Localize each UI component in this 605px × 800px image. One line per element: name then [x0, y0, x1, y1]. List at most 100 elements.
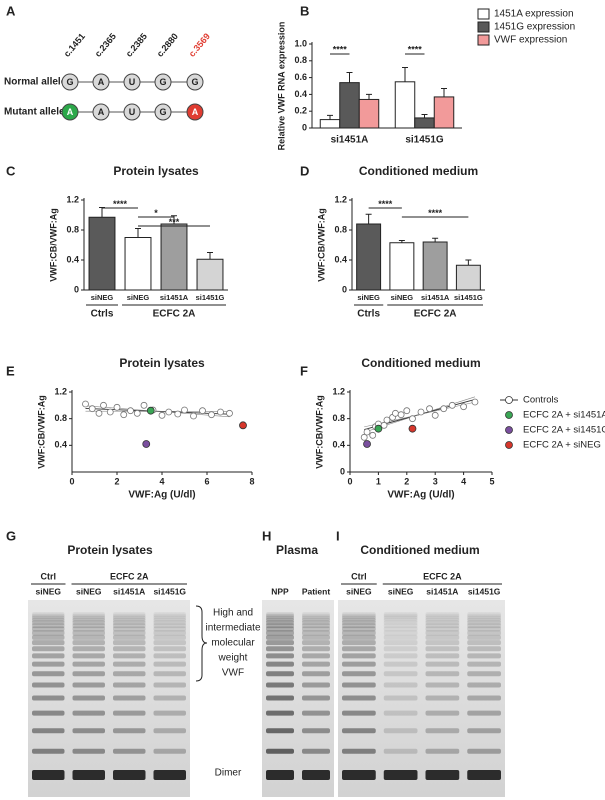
base-label: A — [98, 77, 105, 87]
y-tick-label: 0.8 — [332, 413, 345, 423]
point — [208, 411, 215, 419]
gel-band — [266, 615, 294, 621]
x-tick-label: siNEG — [91, 293, 114, 302]
gel-band — [32, 661, 65, 667]
panel-label: I — [336, 528, 340, 543]
lane-label: siNEG — [388, 586, 414, 596]
gel-band — [425, 770, 460, 780]
gel-band — [383, 695, 418, 701]
gel-band — [383, 682, 418, 688]
lane-label: si1451A — [113, 586, 145, 596]
gel-band — [153, 653, 186, 659]
base — [186, 73, 204, 91]
y-tick-label: 0.8 — [54, 413, 67, 423]
gel-band — [467, 634, 501, 640]
gel-band — [32, 640, 65, 646]
base-label: G — [159, 107, 166, 117]
point — [360, 433, 368, 441]
gel-band — [113, 695, 146, 701]
gel-band — [113, 661, 146, 667]
gel-band — [342, 671, 376, 677]
gel-band — [342, 695, 376, 701]
gel-band — [467, 671, 501, 677]
y-tick-label: 0.8 — [66, 224, 79, 234]
point — [181, 406, 188, 414]
lane-label: si1451G — [468, 586, 501, 596]
gel-band — [467, 770, 501, 780]
significance-label: **** — [378, 199, 393, 209]
y-axis-label: Relative VWF RNA expression — [276, 22, 286, 151]
position-label: c.2880 — [155, 31, 180, 59]
gel-band — [113, 671, 146, 677]
gel-band — [113, 770, 146, 780]
gel-band — [302, 634, 330, 640]
point — [165, 408, 173, 416]
gel-band — [266, 626, 294, 632]
gel-band — [302, 728, 330, 734]
gel-band — [153, 612, 186, 618]
gel-band — [32, 748, 65, 754]
error-bar — [135, 228, 141, 238]
gel-band — [425, 682, 460, 688]
y-tick-label: 0.4 — [66, 254, 79, 264]
y-axis-label: VWF:CB/VWF:Ag — [48, 208, 58, 281]
gel-band — [113, 682, 146, 688]
point — [431, 411, 439, 419]
lane-label: siNEG — [35, 586, 61, 596]
base — [154, 73, 172, 91]
y-tick-label: 0.8 — [294, 55, 307, 65]
y-tick-label: 1.2 — [66, 194, 79, 204]
gel-band — [467, 748, 501, 754]
gel-band — [342, 770, 376, 780]
significance-label: **** — [408, 44, 423, 54]
significance-label: **** — [333, 44, 348, 54]
y-tick-label: 0 — [342, 284, 347, 294]
bracket-label: VWF — [222, 668, 244, 679]
chart-title: Conditioned medium — [359, 164, 478, 178]
gel-band — [32, 620, 65, 626]
gel-band — [113, 620, 146, 626]
point — [158, 411, 166, 419]
point — [409, 415, 416, 423]
error-bar — [366, 93, 372, 100]
significance-label: * — [154, 208, 158, 218]
gel-band — [302, 770, 330, 780]
y-axis-label: VWF:CB/VWF:Ag — [314, 395, 324, 468]
gel-band — [153, 682, 186, 688]
gel-band — [32, 770, 65, 780]
lane-label: NPP — [271, 586, 289, 596]
bar — [356, 223, 382, 291]
base — [61, 73, 79, 91]
point — [374, 424, 383, 433]
bar — [358, 98, 380, 129]
gel-band — [425, 695, 460, 701]
point — [95, 409, 103, 417]
gel-band — [266, 630, 294, 636]
gel-band — [153, 613, 186, 619]
point — [133, 409, 141, 417]
position-label: c.2365 — [93, 31, 118, 59]
gel — [338, 600, 505, 797]
base — [92, 73, 110, 91]
point — [217, 408, 224, 416]
gel-band — [266, 634, 294, 640]
gel-band — [72, 653, 105, 659]
gel-band — [153, 661, 186, 667]
gel-band — [383, 630, 418, 636]
gel-group-label: ECFC 2A — [110, 571, 149, 581]
gel-band — [153, 623, 186, 629]
x-tick-label: siNEG — [127, 293, 150, 302]
gel-band — [72, 620, 105, 626]
y-tick-label: 0 — [340, 466, 345, 476]
gel-band — [342, 634, 376, 640]
gel-band — [342, 615, 376, 621]
gel-band — [113, 617, 146, 623]
point — [146, 406, 155, 415]
y-tick-label: 0.6 — [294, 72, 307, 82]
x-tick-label: 4 — [461, 476, 466, 486]
gel-band — [266, 682, 294, 688]
gel-band — [302, 646, 330, 652]
gel-band — [467, 682, 501, 688]
gel-band — [32, 615, 65, 621]
gel-band — [467, 626, 501, 632]
